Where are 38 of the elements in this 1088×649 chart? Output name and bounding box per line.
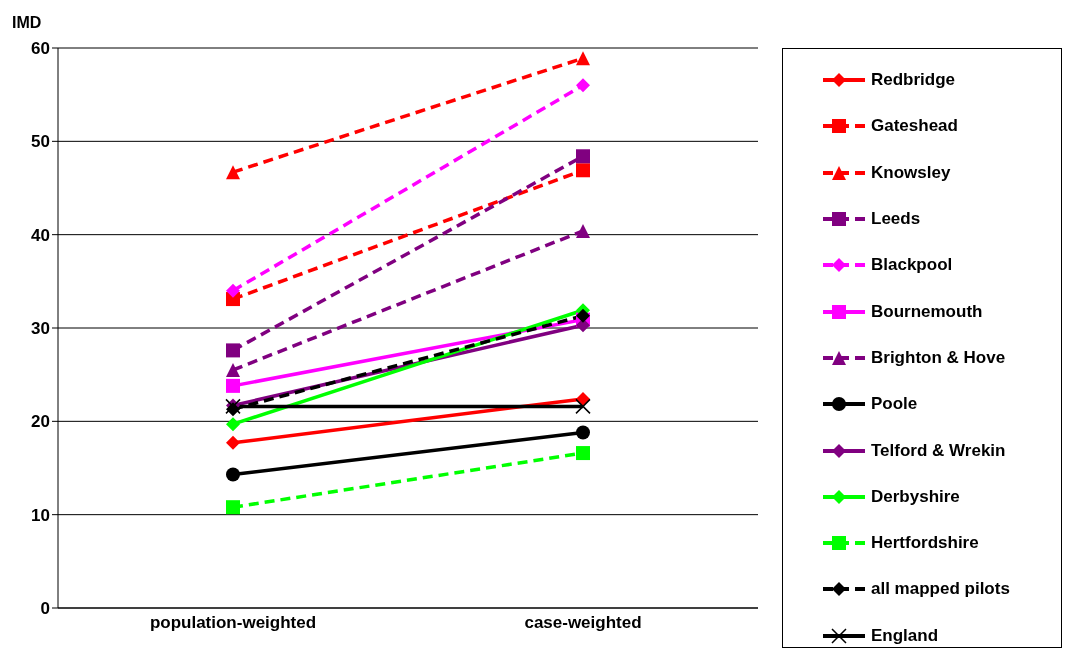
- y-tick-label: 60: [31, 39, 50, 59]
- legend-label: England: [871, 625, 939, 646]
- legend-label: Redbridge: [871, 70, 956, 91]
- y-tick-label: 0: [40, 599, 50, 619]
- y-tick-label: 30: [31, 319, 50, 339]
- legend-label: Derbyshire: [871, 486, 960, 507]
- y-tick-label: 40: [31, 225, 50, 245]
- point: [226, 500, 240, 515]
- legend-label: Blackpool: [871, 255, 953, 276]
- y-axis-title: IMD: [12, 14, 42, 32]
- legend-label: Poole: [871, 394, 918, 415]
- x-tick-label: case-weighted: [524, 613, 642, 633]
- y-tick-label: 10: [31, 505, 50, 525]
- point: [226, 435, 240, 450]
- point: [226, 417, 240, 432]
- point: [226, 467, 240, 482]
- point: [226, 343, 240, 358]
- point: [576, 308, 590, 323]
- x-tick-label: population-weighted: [149, 613, 317, 633]
- legend-label: all mapped pilots: [871, 579, 1010, 600]
- point: [576, 78, 590, 93]
- y-tick-label: 20: [31, 412, 50, 432]
- point: [226, 378, 240, 393]
- legend-label: Gateshead: [871, 116, 958, 137]
- legend-label: Bournemouth: [871, 301, 983, 322]
- legend-label: Leeds: [871, 209, 921, 230]
- point: [576, 425, 590, 440]
- point: [226, 283, 240, 298]
- legend-label: Telford & Wrekin: [871, 440, 1006, 461]
- legend-label: Knowsley: [871, 162, 951, 183]
- point: [576, 163, 590, 178]
- point: [575, 398, 591, 415]
- point: [576, 391, 590, 406]
- legend-label: Brighton & Hove: [871, 347, 1006, 368]
- point: [576, 446, 590, 461]
- point: [576, 149, 590, 164]
- y-tick-label: 50: [31, 132, 50, 152]
- legend-label: Hertfordshire: [871, 533, 979, 554]
